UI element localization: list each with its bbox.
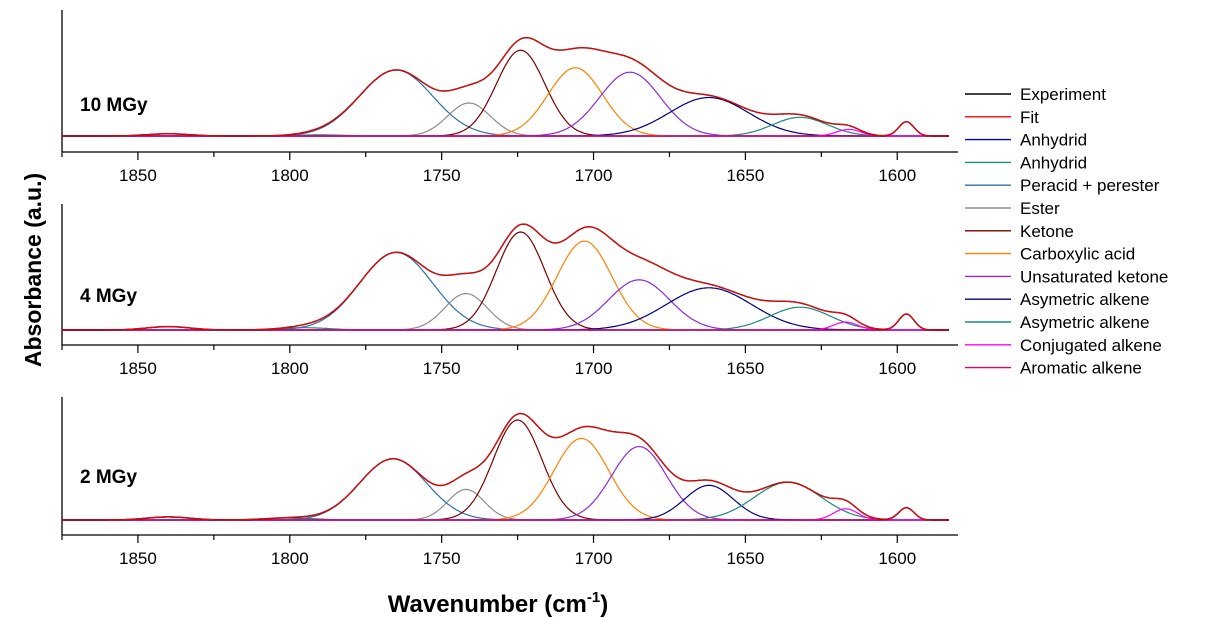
peak-carboxylic-acid <box>62 437 949 521</box>
x-tick-label: 1600 <box>878 166 916 185</box>
peak-peracid-perester <box>62 251 949 331</box>
legend-label: Ester <box>1020 199 1060 218</box>
legend-label: Carboxylic acid <box>1020 245 1135 264</box>
legend-item: Unsaturated ketone <box>965 267 1168 286</box>
legend-item: Anhydrid <box>965 153 1087 172</box>
legend-label: Anhydrid <box>1020 153 1087 172</box>
peak-peracid-perester <box>62 458 949 521</box>
legend-item: Ketone <box>965 222 1074 241</box>
legend-label: Experiment <box>1020 85 1106 104</box>
legend-label: Anhydrid <box>1020 131 1087 150</box>
peak-unsaturated-ketone <box>62 445 949 521</box>
x-tick-label: 1600 <box>878 549 916 568</box>
peak-peracid-perester <box>62 69 949 137</box>
legend-item: Conjugated alkene <box>965 336 1162 355</box>
x-tick-label: 1650 <box>726 166 764 185</box>
fit-curve <box>62 37 949 137</box>
x-tick-label: 1800 <box>271 549 309 568</box>
legend: Experiment Fit Anhydrid Anhydrid Peracid + p… <box>965 85 1168 378</box>
x-tick-label: 1650 <box>726 359 764 378</box>
legend-item: Fit <box>965 108 1039 127</box>
panel-label: 2 MGy <box>80 467 137 488</box>
peak-asymetric-alkene <box>62 484 949 521</box>
y-axis-title: Absorbance (a.u.) <box>20 173 46 367</box>
peak-asymetric-alkene <box>62 96 949 137</box>
x-axis-title-superscript: -1 <box>587 589 600 606</box>
x-tick-label: 1800 <box>271 166 309 185</box>
legend-label: Asymetric alkene <box>1020 313 1149 332</box>
x-tick-label: 1850 <box>119 359 157 378</box>
peak-carboxylic-acid <box>62 240 949 331</box>
legend-item: Anhydrid <box>965 131 1087 150</box>
legend-item: Asymetric alkene <box>965 313 1149 332</box>
x-tick-label: 1650 <box>726 549 764 568</box>
x-axis-title: Wavenumber (cm-1) <box>388 589 609 618</box>
panel-1: 1850 1800 1750 1700 1650 1600 4 MGy <box>61 204 958 378</box>
legend-item: Experiment <box>965 85 1106 104</box>
experiment-curve <box>62 37 949 137</box>
peak-ester <box>62 292 949 331</box>
x-tick-label: 1800 <box>271 359 309 378</box>
peak-ketone <box>62 231 949 331</box>
legend-item: Ester <box>965 199 1060 218</box>
x-tick-label: 1700 <box>575 549 613 568</box>
panel-2: 1850 1800 1750 1700 1650 1600 2 MGy <box>61 397 958 568</box>
legend-label: Aromatic alkene <box>1020 359 1142 378</box>
panel-label: 4 MGy <box>80 286 137 307</box>
x-tick-label: 1850 <box>119 549 157 568</box>
legend-label: Fit <box>1020 108 1039 127</box>
peak-asymetric-alkene <box>62 481 949 521</box>
fit-curve <box>62 223 949 331</box>
x-axis-title-close: ) <box>600 591 608 618</box>
x-tick-label: 1750 <box>423 359 461 378</box>
panel-0: 1850 1800 1750 1700 1650 1600 10 MGy <box>61 10 958 185</box>
legend-label: Unsaturated ketone <box>1020 267 1168 286</box>
x-tick-label: 1700 <box>575 166 613 185</box>
legend-item: Asymetric alkene <box>965 290 1149 309</box>
x-tick-label: 1700 <box>575 359 613 378</box>
peak-unsaturated-ketone <box>62 279 949 331</box>
peak-unsaturated-ketone <box>62 71 949 137</box>
x-tick-label: 1850 <box>119 166 157 185</box>
experiment-curve <box>62 412 949 521</box>
legend-item: Aromatic alkene <box>965 359 1142 378</box>
peak-carboxylic-acid <box>62 67 949 137</box>
legend-label: Conjugated alkene <box>1020 336 1162 355</box>
legend-label: Peracid + perester <box>1020 176 1160 195</box>
legend-label: Asymetric alkene <box>1020 290 1149 309</box>
peak-ketone <box>62 419 949 521</box>
fit-curve <box>62 412 949 521</box>
chart-panels: 1850 1800 1750 1700 1650 1600 10 MGy 1850 1800 17… <box>61 10 958 568</box>
peak-ketone <box>62 49 949 137</box>
x-tick-label: 1750 <box>423 549 461 568</box>
peak-asymetric-alkene <box>62 306 949 331</box>
legend-item: Peracid + perester <box>965 176 1160 195</box>
panel-label: 10 MGy <box>80 95 148 116</box>
x-tick-label: 1600 <box>878 359 916 378</box>
x-tick-label: 1750 <box>423 166 461 185</box>
x-axis-title-main: Wavenumber (cm <box>388 591 587 618</box>
legend-label: Ketone <box>1020 222 1074 241</box>
legend-item: Carboxylic acid <box>965 245 1135 264</box>
